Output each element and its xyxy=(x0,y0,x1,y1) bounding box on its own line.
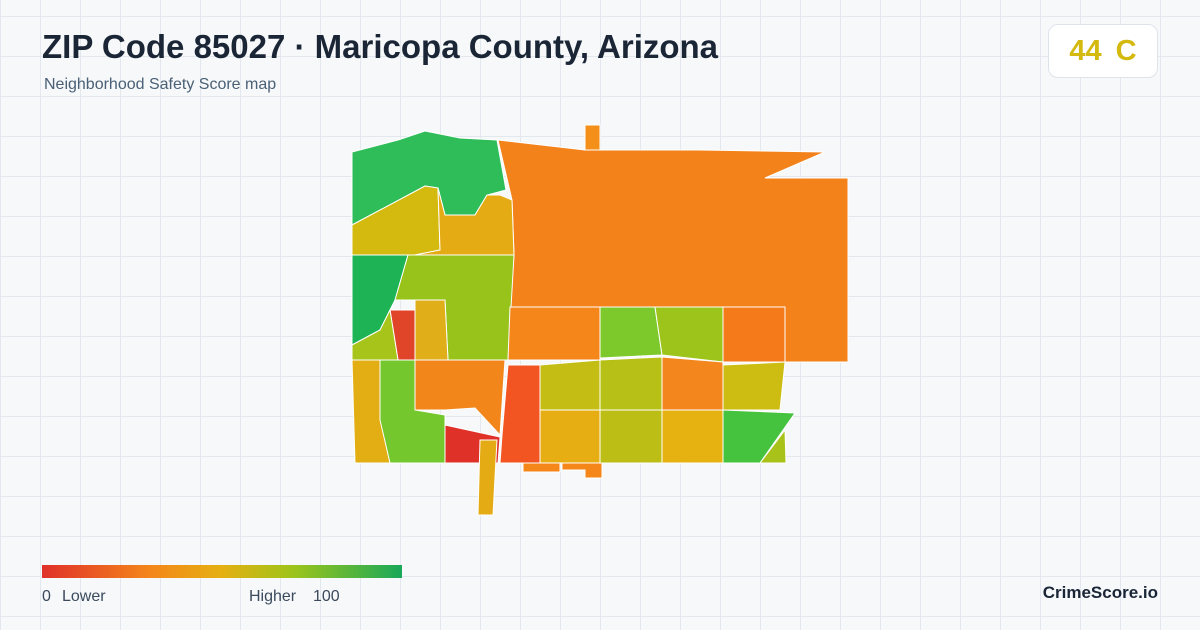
area xyxy=(507,306,601,361)
area xyxy=(722,361,786,411)
legend-min-label: Lower xyxy=(62,588,106,605)
area xyxy=(661,409,724,464)
area xyxy=(414,187,515,256)
score-grade: C xyxy=(1115,34,1137,67)
area xyxy=(499,364,541,464)
legend-max: 100 xyxy=(313,588,340,605)
area xyxy=(584,124,601,151)
legend-max-label: Higher xyxy=(249,588,297,605)
area xyxy=(722,306,786,363)
legend-min: 0 xyxy=(42,588,51,605)
brand: CrimeScore.io xyxy=(1042,583,1158,602)
subtitle: Neighborhood Safety Score map xyxy=(44,76,277,93)
area xyxy=(661,356,724,411)
area xyxy=(522,462,561,473)
area xyxy=(414,359,506,437)
area xyxy=(477,439,498,516)
area xyxy=(351,308,399,361)
score-badge: 44 C xyxy=(1048,24,1158,78)
area xyxy=(414,299,449,361)
area xyxy=(539,409,601,464)
score-value: 44 xyxy=(1069,34,1102,67)
title: ZIP Code 85027 · Maricopa County, Arizon… xyxy=(42,28,719,65)
area xyxy=(599,409,663,464)
legend-gradient xyxy=(42,565,402,578)
area xyxy=(654,306,724,363)
area xyxy=(539,359,601,411)
area xyxy=(758,428,787,464)
area xyxy=(599,356,663,411)
area xyxy=(599,306,663,359)
area xyxy=(561,462,603,479)
